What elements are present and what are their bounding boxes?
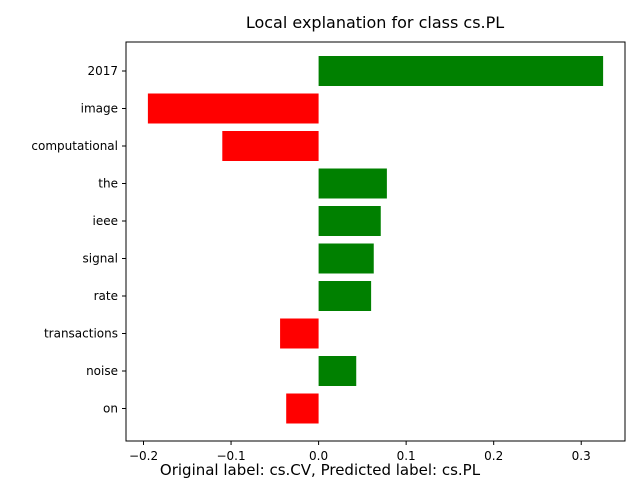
bar-transactions [280,318,319,349]
chart-caption: Original label: cs.CV, Predicted label: … [160,461,481,479]
y-tick-label: 2017 [87,64,118,78]
y-tick-label: computational [31,139,118,153]
y-axis-ticks: 2017 image computational the ieee signal rate t… [31,64,126,416]
y-tick-label: noise [86,364,118,378]
bar-on [286,393,319,424]
bar-2017 [318,56,604,86]
bar-ieee [318,206,381,236]
x-axis-ticks: −0.2 −0.1 0.0 0.1 0.2 0.3 [129,441,591,463]
y-tick-label: image [81,102,118,116]
plot-frame [125,41,626,442]
x-tick-label: −0.1 [216,449,245,463]
bar-computational [222,131,319,161]
x-tick-label: −0.2 [129,449,158,463]
bar-rate [318,281,372,311]
y-tick-label: transactions [44,327,118,341]
y-tick-label: ieee [93,214,118,228]
bars-group [147,56,604,424]
bar-image [147,93,319,124]
y-tick-label: signal [83,252,119,266]
y-tick-label: the [98,177,118,191]
bar-the [318,168,387,199]
x-tick-label: 0.1 [397,449,416,463]
x-tick-label: 0.2 [484,449,503,463]
x-tick-label: 0.0 [309,449,328,463]
x-tick-label: 0.3 [572,449,591,463]
bar-signal [318,243,374,274]
y-tick-label: rate [94,289,118,303]
bar-noise [318,356,357,386]
y-tick-label: on [103,402,118,416]
chart-title: Local explanation for class cs.PL [246,13,504,32]
